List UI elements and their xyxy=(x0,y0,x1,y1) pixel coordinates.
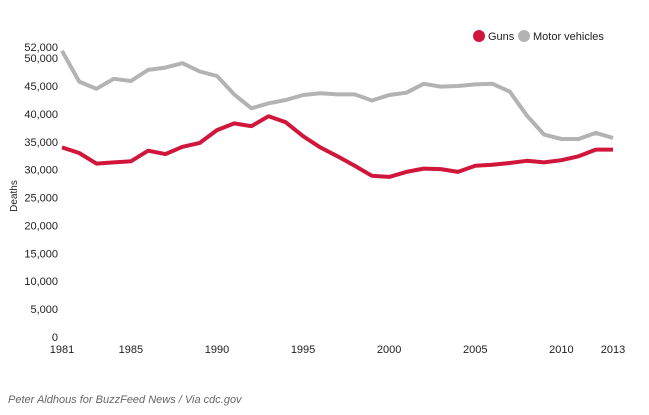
source-note: Peter Aldhous for BuzzFeed News / Via cd… xyxy=(8,394,242,406)
x-tick-label: 2005 xyxy=(463,344,487,356)
legend-swatch-motor-vehicles xyxy=(518,30,530,42)
y-tick-label: 35,000 xyxy=(24,137,58,149)
y-tick-label: 45,000 xyxy=(24,81,58,93)
x-tick-label: 1981 xyxy=(50,344,74,356)
series-line-guns xyxy=(61,114,613,179)
y-tick-label: 40,000 xyxy=(24,109,58,121)
y-tick-label: 10,000 xyxy=(24,276,58,288)
y-tick-label: 0 xyxy=(52,332,58,344)
legend-label-guns: Guns xyxy=(488,31,515,43)
y-tick-label: 20,000 xyxy=(24,220,58,232)
x-tick-label: 1990 xyxy=(205,344,229,356)
y-tick-label: 25,000 xyxy=(24,193,58,205)
x-tick-label: 1995 xyxy=(291,344,315,356)
x-tick-label: 2010 xyxy=(549,344,573,356)
x-tick-label: 2013 xyxy=(601,344,625,356)
y-tick-label: 15,000 xyxy=(24,248,58,260)
x-tick-label: 2000 xyxy=(377,344,401,356)
series-lines xyxy=(60,49,614,179)
y-axis-title: Deaths xyxy=(9,180,20,212)
series-line-motor-vehicles xyxy=(60,49,614,141)
x-tick-label: 1985 xyxy=(119,344,143,356)
y-tick-label: 50,000 xyxy=(24,53,58,65)
y-tick-label: 5,000 xyxy=(30,304,58,316)
x-axis: 1981 1985 1990 1995 2000 2005 2010 2013 xyxy=(50,344,625,356)
legend-swatch-guns xyxy=(473,30,485,42)
legend-label-motor-vehicles: Motor vehicles xyxy=(533,31,604,43)
y-tick-label: 52,000 xyxy=(24,42,58,54)
y-axis: 0 5,000 10,000 15,000 20,000 25,000 30,000 35,0… xyxy=(24,42,58,344)
y-tick-label: 30,000 xyxy=(24,165,58,177)
legend: Guns Motor vehicles xyxy=(473,30,604,43)
line-chart: Guns Motor vehicles 0 5,000 10,000 15,000 20,… xyxy=(9,30,625,356)
